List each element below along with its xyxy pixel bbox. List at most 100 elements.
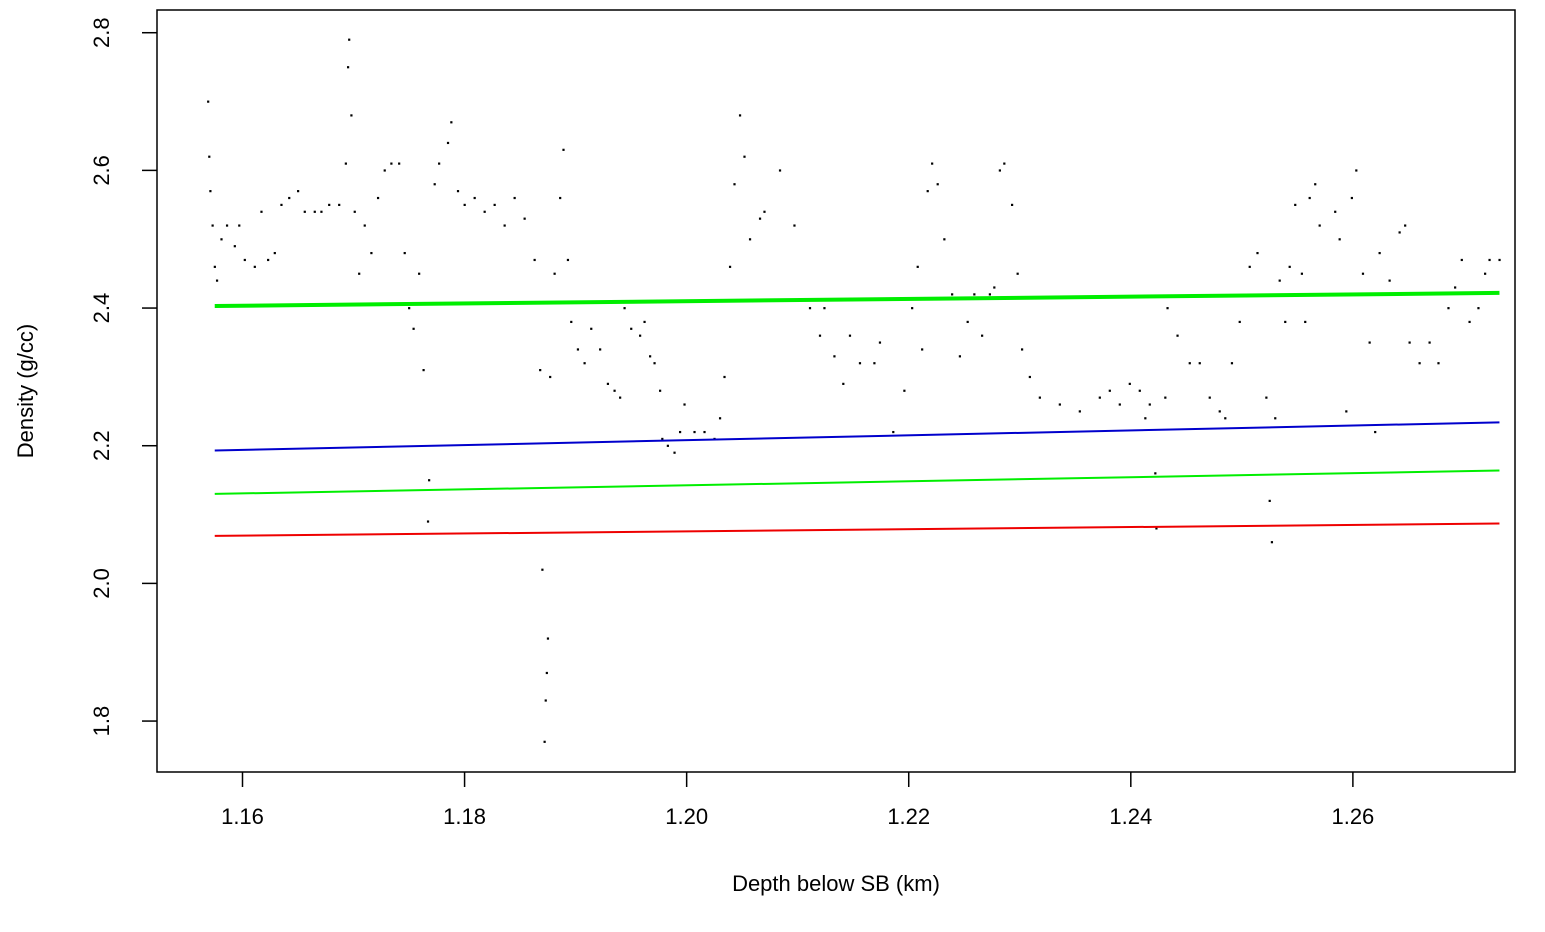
- data-point: [639, 334, 642, 337]
- data-point: [926, 190, 929, 193]
- data-point: [418, 272, 421, 275]
- data-point: [619, 396, 622, 399]
- data-point: [473, 196, 476, 200]
- data-point: [916, 265, 919, 268]
- data-point: [678, 430, 682, 434]
- data-point: [748, 238, 752, 241]
- data-point: [921, 348, 924, 351]
- data-point: [892, 430, 895, 434]
- data-point: [951, 293, 954, 296]
- data-point: [728, 265, 732, 268]
- data-point: [1404, 224, 1407, 227]
- x-tick-label: 1.24: [1109, 804, 1152, 829]
- data-point: [243, 258, 246, 262]
- data-point: [1300, 272, 1304, 275]
- data-point: [353, 210, 356, 213]
- data-point: [562, 148, 565, 151]
- plot-frame: [156, 9, 1516, 773]
- data-point: [358, 272, 361, 275]
- data-point: [1028, 375, 1031, 379]
- data-point: [1265, 396, 1268, 399]
- data-point: [1361, 272, 1365, 275]
- data-point: [808, 307, 812, 310]
- data-point: [1155, 527, 1158, 530]
- data-point: [1428, 341, 1431, 344]
- x-tick-label: 1.16: [221, 804, 264, 829]
- fit-line: [214, 469, 1500, 495]
- data-point: [858, 362, 862, 365]
- data-point: [1218, 410, 1221, 413]
- data-point: [1188, 362, 1191, 365]
- x-tick-label: 1.26: [1331, 804, 1374, 829]
- data-point: [738, 114, 742, 117]
- data-point: [1437, 362, 1440, 365]
- data-point: [408, 307, 411, 310]
- data-point: [211, 224, 214, 227]
- data-point: [546, 637, 550, 640]
- data-point: [733, 183, 736, 186]
- data-point: [1284, 320, 1287, 324]
- data-point: [1355, 169, 1358, 172]
- data-point: [973, 293, 976, 296]
- data-point: [1304, 320, 1307, 324]
- data-point: [523, 217, 526, 220]
- data-point: [253, 265, 256, 268]
- data-point: [1374, 430, 1377, 434]
- data-point: [541, 568, 544, 571]
- data-point: [1378, 251, 1381, 255]
- data-point: [273, 251, 276, 255]
- x-tick-label: 1.20: [665, 804, 708, 829]
- data-point: [649, 355, 652, 358]
- y-tick-label: 2.4: [89, 293, 114, 324]
- data-point: [1256, 251, 1259, 255]
- y-tick-label: 2.6: [89, 155, 114, 186]
- data-point: [576, 348, 580, 351]
- x-tick-label: 1.18: [443, 804, 486, 829]
- data-point: [1098, 396, 1101, 399]
- data-point: [463, 203, 466, 207]
- data-point: [348, 38, 351, 41]
- data-point: [543, 740, 546, 743]
- fit-line: [214, 421, 1500, 452]
- data-point: [793, 224, 796, 227]
- data-point: [344, 162, 347, 165]
- data-point: [338, 203, 341, 207]
- data-point: [763, 210, 766, 213]
- data-point: [1368, 341, 1371, 344]
- data-point: [320, 210, 323, 213]
- data-point: [450, 121, 453, 124]
- y-tick-label: 2.8: [89, 17, 114, 48]
- data-point: [1010, 203, 1014, 207]
- data-point: [943, 238, 946, 241]
- data-point: [659, 389, 662, 392]
- data-point: [1338, 238, 1341, 241]
- data-point: [1198, 362, 1201, 365]
- data-point: [958, 355, 962, 358]
- data-point: [873, 362, 876, 365]
- data-point: [848, 334, 852, 337]
- data-point: [207, 100, 210, 103]
- data-point: [350, 114, 353, 117]
- data-point: [583, 362, 586, 365]
- data-point: [981, 334, 984, 337]
- data-point: [209, 190, 212, 193]
- x-axis-label: Depth below SB (km): [732, 871, 940, 896]
- data-point: [842, 382, 845, 385]
- data-point: [673, 451, 676, 454]
- data-point: [1350, 196, 1353, 200]
- data-point: [878, 341, 882, 344]
- data-point: [1166, 307, 1169, 310]
- data-point: [426, 520, 430, 523]
- data-point: [613, 389, 616, 392]
- data-point: [403, 251, 406, 255]
- data-point: [1176, 334, 1179, 337]
- data-point: [280, 203, 283, 207]
- data-point: [346, 66, 350, 69]
- data-point: [559, 196, 562, 200]
- data-point: [288, 196, 291, 200]
- data-point: [653, 362, 656, 365]
- data-point: [438, 162, 441, 165]
- data-point: [1108, 389, 1111, 392]
- data-point: [1477, 307, 1480, 310]
- data-point: [998, 169, 1001, 172]
